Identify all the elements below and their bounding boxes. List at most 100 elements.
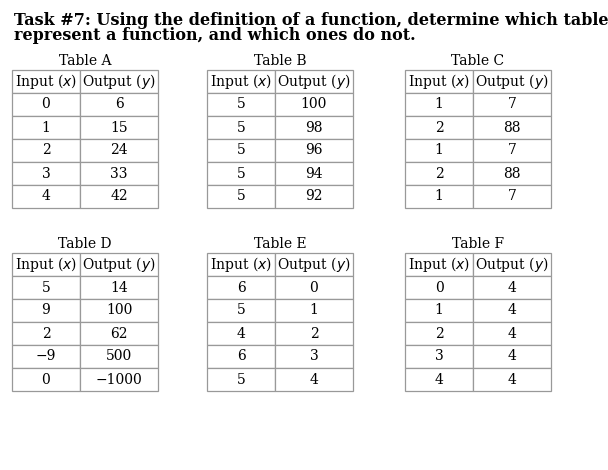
Bar <box>473 299 551 322</box>
Text: 4: 4 <box>508 373 516 386</box>
Bar <box>473 116 551 139</box>
Bar <box>12 253 80 276</box>
Text: 0: 0 <box>435 281 443 295</box>
Text: 7: 7 <box>508 189 516 204</box>
Bar <box>80 162 158 185</box>
Bar <box>80 345 158 368</box>
Text: 4: 4 <box>309 373 319 386</box>
Bar <box>207 139 275 162</box>
Text: 2: 2 <box>435 120 443 134</box>
Bar <box>12 322 80 345</box>
Text: Output ($y$): Output ($y$) <box>277 255 351 274</box>
Bar <box>473 70 551 93</box>
Bar <box>275 345 353 368</box>
Bar <box>80 299 158 322</box>
Text: 3: 3 <box>435 350 443 363</box>
Text: 2: 2 <box>435 166 443 180</box>
Text: 0: 0 <box>41 97 50 111</box>
Text: Output ($y$): Output ($y$) <box>475 255 549 274</box>
Bar <box>12 139 80 162</box>
Bar <box>405 253 473 276</box>
Text: 92: 92 <box>305 189 323 204</box>
Bar <box>207 253 275 276</box>
Text: 6: 6 <box>237 350 246 363</box>
Text: 1: 1 <box>41 120 50 134</box>
Text: Table F: Table F <box>452 237 504 251</box>
Text: 4: 4 <box>237 327 246 340</box>
Text: Table C: Table C <box>451 54 505 68</box>
Text: 98: 98 <box>305 120 323 134</box>
Bar <box>473 253 551 276</box>
Text: 2: 2 <box>435 327 443 340</box>
Text: 4: 4 <box>508 281 516 295</box>
Bar <box>405 299 473 322</box>
Text: 5: 5 <box>237 97 246 111</box>
Text: 4: 4 <box>508 304 516 318</box>
Bar <box>12 70 80 93</box>
Text: 1: 1 <box>435 189 443 204</box>
Bar <box>275 185 353 208</box>
Bar <box>405 162 473 185</box>
Text: 2: 2 <box>41 327 50 340</box>
Text: Input ($x$): Input ($x$) <box>210 72 272 91</box>
Text: 96: 96 <box>305 143 323 157</box>
Bar <box>405 93 473 116</box>
Bar <box>473 93 551 116</box>
Text: 5: 5 <box>237 166 246 180</box>
Bar <box>207 70 275 93</box>
Bar <box>275 322 353 345</box>
Bar <box>405 322 473 345</box>
Bar <box>207 162 275 185</box>
Bar <box>80 185 158 208</box>
Bar <box>275 368 353 391</box>
Text: 42: 42 <box>110 189 128 204</box>
Bar <box>12 185 80 208</box>
Bar <box>405 116 473 139</box>
Bar <box>80 322 158 345</box>
Text: −9: −9 <box>36 350 56 363</box>
Text: 100: 100 <box>106 304 132 318</box>
Bar <box>275 162 353 185</box>
Bar <box>207 93 275 116</box>
Text: 33: 33 <box>110 166 128 180</box>
Bar <box>405 139 473 162</box>
Text: Input ($x$): Input ($x$) <box>15 72 77 91</box>
Bar <box>207 345 275 368</box>
Bar <box>80 276 158 299</box>
Text: 7: 7 <box>508 97 516 111</box>
Bar <box>275 276 353 299</box>
Text: 4: 4 <box>435 373 443 386</box>
Text: Table A: Table A <box>59 54 111 68</box>
Text: Input ($x$): Input ($x$) <box>210 255 272 274</box>
Bar <box>80 139 158 162</box>
Text: Table E: Table E <box>254 237 306 251</box>
Text: 100: 100 <box>301 97 327 111</box>
Text: 3: 3 <box>41 166 50 180</box>
Bar <box>473 322 551 345</box>
Text: 88: 88 <box>503 120 520 134</box>
Bar <box>405 185 473 208</box>
Bar <box>405 276 473 299</box>
Text: 2: 2 <box>41 143 50 157</box>
Bar <box>12 276 80 299</box>
Text: 5: 5 <box>237 120 246 134</box>
Text: Input ($x$): Input ($x$) <box>408 72 470 91</box>
Text: Output ($y$): Output ($y$) <box>82 255 156 274</box>
Text: Output ($y$): Output ($y$) <box>82 72 156 91</box>
Bar <box>80 368 158 391</box>
Text: 4: 4 <box>41 189 50 204</box>
Bar <box>12 368 80 391</box>
Text: Input ($x$): Input ($x$) <box>408 255 470 274</box>
Text: 9: 9 <box>41 304 50 318</box>
Text: represent a function, and which ones do not.: represent a function, and which ones do … <box>14 27 416 44</box>
Bar <box>275 70 353 93</box>
Text: 24: 24 <box>110 143 128 157</box>
Bar <box>12 299 80 322</box>
Text: 500: 500 <box>106 350 132 363</box>
Text: 0: 0 <box>309 281 319 295</box>
Bar <box>275 116 353 139</box>
Bar <box>207 299 275 322</box>
Bar <box>207 276 275 299</box>
Text: 5: 5 <box>237 373 246 386</box>
Bar <box>473 139 551 162</box>
